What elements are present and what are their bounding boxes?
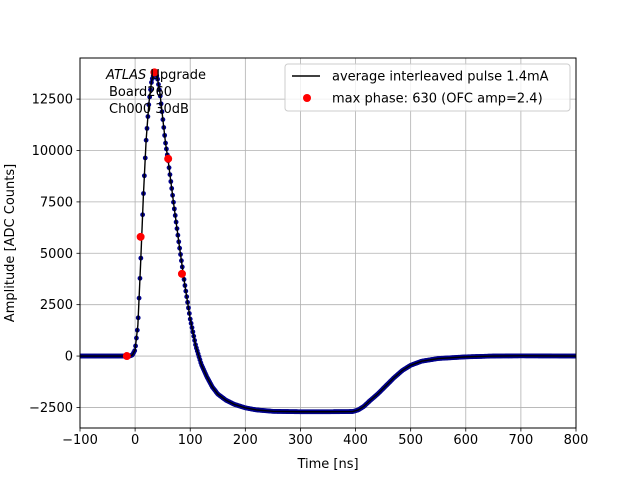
x-tick-label: 700 <box>508 433 533 448</box>
annotation-line-1: ATLAS Upgrade <box>105 68 206 83</box>
average-pulse-line <box>80 70 576 413</box>
x-tick-label: 500 <box>398 433 423 448</box>
x-axis-label: Time [ns] <box>296 457 358 472</box>
x-tick-label: 300 <box>288 433 313 448</box>
max-phase-point <box>164 154 173 163</box>
x-tick-label: 400 <box>343 433 368 448</box>
y-ticks: −2500 0 2500 5000 7500 10000 12500 <box>29 93 80 416</box>
x-tick-label: 0 <box>131 433 139 448</box>
annotation: ATLAS Upgrade Board260 Ch000 30dB <box>105 68 206 117</box>
y-tick-label: 10000 <box>32 144 73 159</box>
legend: average interleaved pulse 1.4mA max phas… <box>284 63 571 112</box>
legend-box <box>284 63 571 112</box>
y-tick-label: 0 <box>65 350 73 365</box>
x-tick-label: 600 <box>453 433 478 448</box>
legend-marker-swatch <box>303 94 311 102</box>
max-phase-point <box>136 232 145 241</box>
annotation-line-2: Board260 <box>109 85 172 100</box>
y-tick-label: 2500 <box>40 298 73 313</box>
y-axis-label: Amplitude [ADC Counts] <box>3 164 18 322</box>
x-tick-label: 200 <box>233 433 258 448</box>
x-tick-label: 100 <box>178 433 203 448</box>
y-tick-label: 7500 <box>40 195 73 210</box>
annotation-line-3: Ch000 30dB <box>109 102 189 117</box>
max-phase-point <box>150 68 159 77</box>
legend-label-max-phase: max phase: 630 (OFC amp=2.4) <box>332 92 543 107</box>
max-phase-point <box>122 352 131 361</box>
y-tick-label: 5000 <box>40 247 73 262</box>
upgrade-label: Upgrade <box>146 68 206 83</box>
x-tick-label: 800 <box>564 433 589 448</box>
x-ticks: −100 0 100 200 300 400 500 600 700 800 <box>62 428 588 448</box>
series-layer <box>80 68 576 415</box>
y-tick-label: −2500 <box>29 401 73 416</box>
atlas-label: ATLAS <box>105 68 146 83</box>
x-tick-label: −100 <box>62 433 98 448</box>
axes-frame <box>79 57 577 429</box>
max-phase-point <box>177 269 186 278</box>
y-tick-label: 12500 <box>32 93 73 108</box>
legend-label-pulse: average interleaved pulse 1.4mA <box>332 70 549 85</box>
